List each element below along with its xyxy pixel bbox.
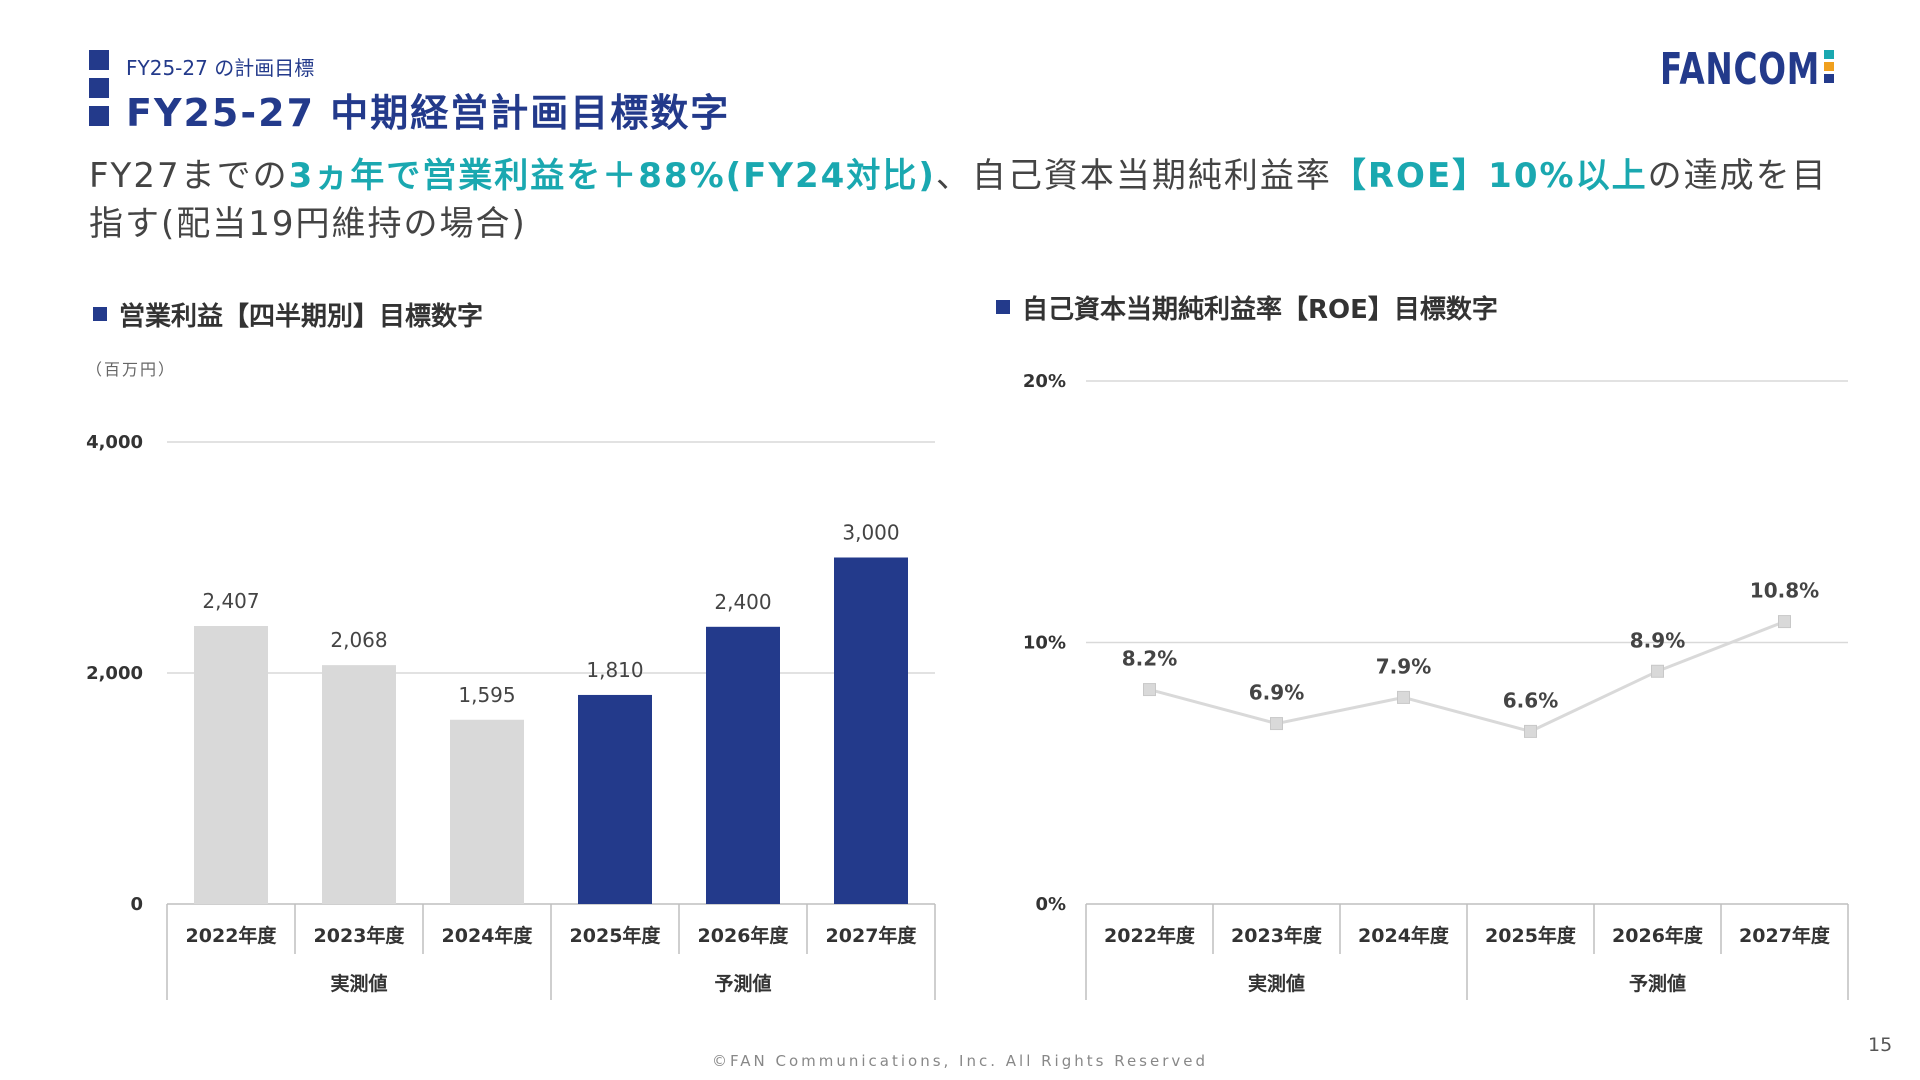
bar-value-label: 2,407 bbox=[202, 589, 259, 613]
title-square-top bbox=[89, 50, 109, 70]
x-tick-label: 2027年度 bbox=[1739, 924, 1831, 947]
data-label: 10.8% bbox=[1750, 579, 1819, 603]
logo-text: FANCOM bbox=[1660, 44, 1820, 90]
y-tick-label: 10% bbox=[1023, 633, 1066, 654]
x-tick-label: 2022年度 bbox=[186, 924, 278, 947]
data-point bbox=[1524, 724, 1537, 738]
x-tick-label: 2023年度 bbox=[314, 924, 406, 947]
x-tick-label: 2025年度 bbox=[570, 924, 662, 947]
data-point bbox=[1651, 664, 1664, 678]
bar-value-label: 2,068 bbox=[330, 628, 387, 652]
bar bbox=[194, 625, 268, 904]
line-chart-title-text: 自己資本当期純利益率【ROE】目標数字 bbox=[1022, 295, 1498, 325]
y-tick-label: 4,000 bbox=[86, 432, 143, 453]
lead-highlight-roe: 【ROE】10%以上 bbox=[1331, 156, 1648, 196]
page-subtitle: FY25-27 の計画目標 bbox=[126, 56, 315, 80]
bar-value-label: 1,810 bbox=[586, 658, 643, 682]
y-tick-label: 0% bbox=[1035, 894, 1066, 915]
group-label: 実測値 bbox=[330, 972, 387, 995]
fancom-logo: FANCOM bbox=[1660, 44, 1834, 90]
bar-value-label: 3,000 bbox=[842, 521, 899, 545]
group-label: 実測値 bbox=[1248, 972, 1305, 995]
bar-chart-title: 営業利益【四半期別】目標数字 bbox=[93, 296, 483, 333]
line-chart-title: 自己資本当期純利益率【ROE】目標数字 bbox=[996, 289, 1498, 326]
bar bbox=[322, 665, 396, 904]
group-label: 予測値 bbox=[1629, 972, 1686, 995]
operating-profit-bar-chart: 0 2,000 4,000 2022年度 2023年度 2024年度 2025年度 2026年… bbox=[86, 432, 936, 1000]
title-square-middle bbox=[89, 78, 109, 98]
y-tick-label: 0 bbox=[130, 894, 143, 915]
x-tick-label: 2027年度 bbox=[826, 924, 918, 947]
bar-value-label: 1,595 bbox=[458, 683, 515, 707]
x-tick-label: 2022年度 bbox=[1104, 924, 1196, 947]
data-label: 8.2% bbox=[1122, 647, 1177, 671]
group-label: 予測値 bbox=[714, 972, 771, 995]
page-title: FY25-27 中期経営計画目標数字 bbox=[126, 91, 731, 135]
x-tick-label: 2026年度 bbox=[1612, 924, 1704, 947]
y-tick-label: 2,000 bbox=[86, 663, 143, 684]
x-tick-label: 2023年度 bbox=[1231, 924, 1323, 947]
bar-value-label: 2,400 bbox=[714, 590, 771, 614]
data-label: 6.9% bbox=[1249, 681, 1304, 705]
bar bbox=[834, 557, 908, 904]
line-chart-title-square bbox=[996, 300, 1010, 314]
lead-highlight-profit: 3ヵ年で営業利益を＋88%(FY24対比) bbox=[288, 156, 936, 196]
x-tick-label: 2026年度 bbox=[698, 924, 790, 947]
roe-line-chart: 0% 10% 20% 2022年度 2023年度 2024年度 2025年度 2026年度 20… bbox=[1023, 371, 1849, 1000]
data-point bbox=[1397, 690, 1410, 704]
bar-chart-title-square bbox=[93, 307, 107, 321]
bar bbox=[706, 626, 780, 904]
x-tick-label: 2025年度 bbox=[1485, 924, 1577, 947]
lead-part-1: FY27までの bbox=[89, 156, 289, 196]
title-square-bottom bbox=[89, 106, 109, 126]
copyright: ©FAN Communications, Inc. All Rights Res… bbox=[711, 1052, 1209, 1070]
bar bbox=[578, 694, 652, 904]
bar bbox=[450, 719, 524, 904]
data-label: 6.6% bbox=[1503, 688, 1558, 712]
data-point bbox=[1778, 615, 1791, 629]
logo-dot-orange bbox=[1824, 62, 1834, 71]
logo-dot-navy bbox=[1824, 74, 1834, 83]
data-point bbox=[1143, 683, 1156, 697]
data-label: 8.9% bbox=[1630, 628, 1685, 652]
lead-text: FY27までの3ヵ年で営業利益を＋88%(FY24対比)、自己資本当期純利益率【… bbox=[89, 152, 1849, 248]
data-point bbox=[1270, 717, 1283, 731]
lead-part-5: の達成を目指す(配当19円維持の場合) bbox=[89, 156, 1828, 244]
bar-chart-title-text: 営業利益【四半期別】目標数字 bbox=[119, 302, 484, 332]
bar-chart-unit: （百万円） bbox=[86, 360, 177, 379]
lead-part-3: 、自己資本当期純利益率 bbox=[935, 156, 1332, 196]
logo-dot-teal bbox=[1824, 50, 1834, 59]
roe-series-line bbox=[1149, 620, 1786, 734]
x-tick-label: 2024年度 bbox=[1358, 924, 1450, 947]
data-label: 7.9% bbox=[1376, 654, 1431, 678]
x-tick-label: 2024年度 bbox=[442, 924, 534, 947]
y-tick-label: 20% bbox=[1023, 371, 1066, 392]
page-number: 15 bbox=[1868, 1034, 1893, 1056]
